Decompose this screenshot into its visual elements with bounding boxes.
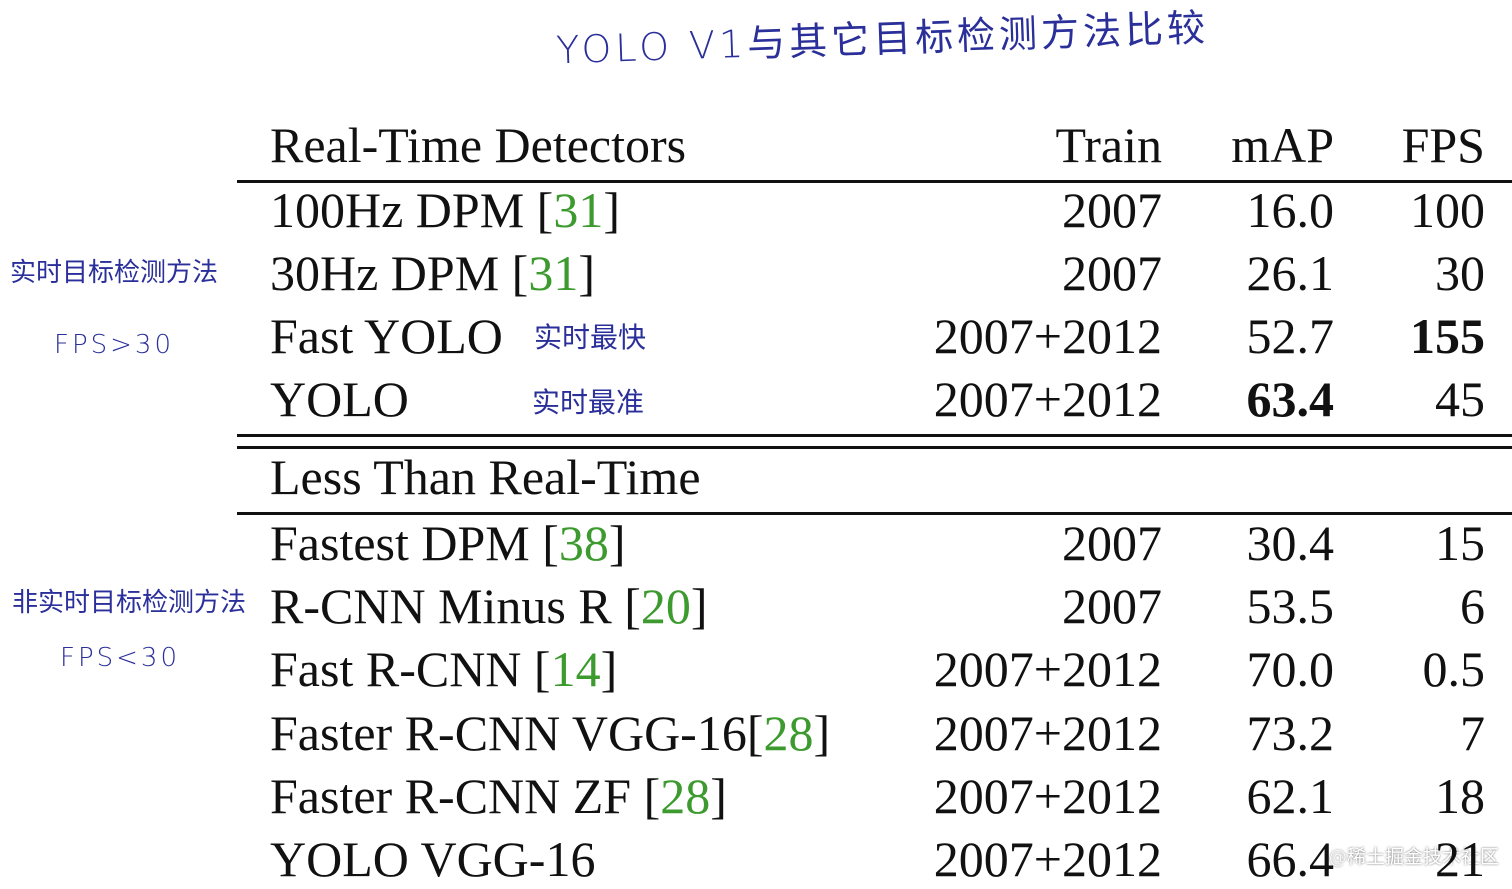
fps-cell: 15 — [1435, 515, 1485, 571]
method-name: Fast R-CNN [ — [270, 641, 551, 698]
method-name: Fastest DPM [ — [270, 515, 559, 571]
train-cell: 2007 — [1062, 515, 1162, 571]
map-cell: 26.1 — [1246, 245, 1335, 301]
train-cell: 2007+2012 — [933, 767, 1162, 824]
method-cell: 100Hz DPM [31] — [270, 180, 620, 240]
method-name: YOLO VGG-16 — [270, 831, 596, 887]
citation: 38 — [558, 515, 609, 571]
map-cell: 66.4 — [1246, 831, 1335, 887]
train-cell: 2007+2012 — [933, 704, 1162, 761]
method-name: Fast YOLO — [270, 308, 503, 364]
fps-cell: 30 — [1435, 245, 1485, 301]
citation: 31 — [553, 182, 604, 238]
citation: 28 — [763, 704, 814, 761]
citation: 31 — [528, 245, 579, 301]
note: 实时最快 — [534, 321, 647, 354]
fps-cell: 7 — [1460, 704, 1485, 761]
method-name: R-CNN Minus R [ — [270, 578, 641, 635]
column-header: mAP — [1231, 117, 1334, 173]
method-cell: Fastest DPM [38] — [270, 513, 626, 573]
fps-cell: 45 — [1435, 371, 1485, 427]
method-cell: R-CNN Minus R [20] — [270, 576, 708, 636]
fps-cell: 21 — [1435, 831, 1485, 887]
map-cell: 52.7 — [1246, 308, 1335, 364]
method-cell: Faster R-CNN ZF [28] — [270, 766, 727, 826]
citation: 20 — [640, 578, 691, 635]
method-name: Faster R-CNN ZF [ — [270, 767, 661, 824]
fps-cell: 6 — [1460, 578, 1485, 635]
bracket: ] — [690, 578, 708, 635]
handwritten-title: YOLO V1与其它目标检测方法比较 — [555, 5, 1210, 73]
note: 实时目标检测方法 — [10, 258, 219, 288]
note: 非实时目标检测方法 — [12, 588, 247, 618]
map-cell: 63.4 — [1246, 371, 1335, 427]
train-cell: 2007 — [1062, 578, 1162, 635]
method-cell: Fast YOLO — [270, 306, 503, 366]
fps-cell: 100 — [1410, 182, 1485, 238]
method-cell: Fast R-CNN [14] — [270, 639, 617, 699]
rule — [237, 512, 1512, 515]
section-heading: Less Than Real-Time — [270, 449, 701, 505]
train-cell: 2007+2012 — [933, 308, 1162, 364]
method-name: YOLO — [270, 371, 409, 427]
citation: 14 — [550, 641, 601, 698]
method-name: 30Hz DPM [ — [270, 245, 529, 301]
rule — [237, 180, 1512, 183]
train-cell: 2007+2012 — [933, 831, 1162, 887]
map-cell: 73.2 — [1246, 704, 1335, 761]
method-name: Faster R-CNN VGG-16[ — [270, 704, 764, 761]
map-cell: 53.5 — [1246, 578, 1335, 635]
watermark: @稀土掘金技术社区 — [1328, 846, 1500, 868]
column-header: FPS — [1401, 117, 1485, 173]
method-cell: YOLO VGG-16 — [270, 829, 595, 889]
map-cell: 62.1 — [1246, 767, 1335, 824]
train-cell: 2007 — [1062, 182, 1162, 238]
fps-cell: 155 — [1410, 308, 1485, 364]
map-cell: 30.4 — [1246, 515, 1335, 571]
note: 实时最准 — [532, 386, 645, 419]
rule — [237, 434, 1512, 437]
map-cell: 16.0 — [1246, 182, 1335, 238]
note: FPS>30 — [54, 330, 175, 360]
bracket: ] — [608, 515, 626, 571]
fps-cell: 0.5 — [1422, 641, 1486, 698]
note: FPS<30 — [60, 643, 181, 673]
bracket: ] — [710, 767, 727, 824]
method-cell: YOLO — [270, 369, 409, 429]
section-heading: Real-Time Detectors — [270, 117, 687, 173]
map-cell: 70.0 — [1246, 641, 1335, 698]
bracket: ] — [578, 245, 595, 301]
train-cell: 2007 — [1062, 245, 1162, 301]
citation: 28 — [660, 767, 711, 824]
method-name: 100Hz DPM [ — [270, 182, 554, 238]
fps-cell: 18 — [1435, 767, 1485, 824]
bracket: ] — [813, 704, 831, 761]
train-cell: 2007+2012 — [933, 371, 1162, 427]
rule — [237, 446, 1512, 449]
train-cell: 2007+2012 — [933, 641, 1162, 698]
bracket: ] — [603, 182, 620, 238]
method-cell: 30Hz DPM [31] — [270, 243, 595, 303]
bracket: ] — [600, 641, 618, 698]
method-cell: Faster R-CNN VGG-16[28] — [270, 703, 830, 763]
column-header: Train — [1055, 117, 1162, 173]
